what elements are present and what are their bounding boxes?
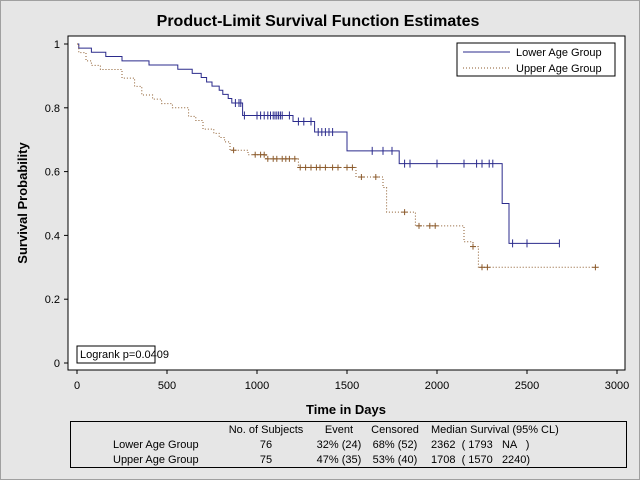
summary-group: Lower Age Group	[113, 439, 199, 451]
censor-mark	[470, 243, 476, 250]
censor-mark	[286, 155, 293, 162]
summary-group: Upper Age Group	[113, 454, 199, 466]
y-tick-label: 0.6	[45, 167, 60, 179]
summary-median: 1708 ( 1570 2240)	[431, 454, 531, 466]
censor-mark	[372, 174, 379, 181]
chart-title: Product-Limit Survival Function Estimate…	[157, 13, 480, 30]
legend-box	[456, 42, 616, 77]
summary-median: 2362 ( 1793 NA )	[431, 439, 530, 451]
summary-subjects: 75	[259, 454, 273, 466]
censor-mark	[432, 222, 439, 229]
x-tick-label: 1000	[245, 380, 269, 392]
x-tick-label: 1500	[335, 380, 359, 392]
x-tick-label: 2500	[515, 380, 539, 392]
summary-subjects: 76	[259, 439, 273, 451]
censor-mark	[358, 174, 365, 181]
summary-event: 32% (24)	[316, 439, 362, 451]
summary-censored: 53% (40)	[372, 454, 418, 466]
summary-header-event: Event	[324, 424, 354, 436]
x-tick-label: 3000	[605, 380, 629, 392]
censor-mark	[273, 155, 280, 162]
logrank-box	[76, 345, 156, 364]
censor-mark	[297, 164, 304, 171]
censor-mark	[479, 264, 485, 271]
censor-mark	[230, 147, 237, 154]
censor-mark	[322, 164, 329, 171]
censor-mark	[261, 151, 268, 158]
censor-mark	[349, 164, 356, 171]
legend-label-upper: Upper Age Group	[516, 63, 602, 75]
censor-mark	[329, 164, 336, 171]
y-tick-label: 0.8	[45, 103, 60, 115]
series-layer	[77, 43, 599, 271]
censor-mark	[416, 222, 422, 229]
series-line-upper	[77, 43, 599, 268]
plot-area	[67, 35, 626, 371]
y-tick-label: 0.4	[45, 230, 60, 242]
summary-header-group	[113, 423, 217, 438]
censor-mark	[291, 155, 298, 162]
summary-censored: 68% (52)	[372, 439, 418, 451]
series-line-lower	[77, 43, 560, 244]
y-axis-label: Survival Probability	[15, 142, 30, 264]
y-tick-label: 1	[54, 39, 60, 51]
summary-table: No. of Subjects Event Censored Median Su…	[70, 421, 627, 468]
censor-mark	[484, 264, 491, 271]
summary-header-subjects: No. of Subjects	[228, 424, 304, 436]
summary-header-censored: Censored	[371, 424, 419, 436]
censor-mark	[592, 264, 599, 271]
summary-row: Upper Age Group 75 47% (35) 53% (40) 170…	[113, 453, 571, 468]
y-axis: 0 0.2 0.4 0.6 0.8 1	[45, 39, 68, 370]
legend: Lower Age Group Upper Age Group	[456, 42, 616, 77]
x-tick-label: 2000	[425, 380, 449, 392]
censor-mark	[335, 164, 341, 171]
censor-mark	[308, 164, 314, 171]
summary-header-median: Median Survival (95% CL)	[431, 424, 559, 436]
censor-mark	[264, 155, 271, 162]
logrank-annotation: Logrank p=0.0409	[76, 345, 169, 364]
summary-row: Lower Age Group 76 32% (24) 68% (52) 236…	[113, 438, 571, 453]
x-axis: 0 500 1000 1500 2000 2500 3000	[74, 370, 629, 392]
summary-event: 47% (35)	[316, 454, 362, 466]
censor-mark	[344, 164, 350, 171]
y-tick-label: 0.2	[45, 294, 60, 306]
x-axis-label: Time in Days	[306, 402, 386, 417]
censor-mark	[401, 209, 408, 216]
x-tick-label: 500	[158, 380, 176, 392]
x-tick-label: 0	[74, 380, 80, 392]
y-tick-label: 0	[54, 358, 60, 370]
legend-label-lower: Lower Age Group	[516, 47, 602, 59]
summary-header-row: No. of Subjects Event Censored Median Su…	[113, 423, 571, 438]
censor-mark	[317, 164, 323, 171]
censor-mark	[252, 151, 259, 158]
censor-mark	[302, 164, 309, 171]
censor-mark	[426, 222, 433, 229]
logrank-text: Logrank p=0.0409	[80, 349, 169, 361]
